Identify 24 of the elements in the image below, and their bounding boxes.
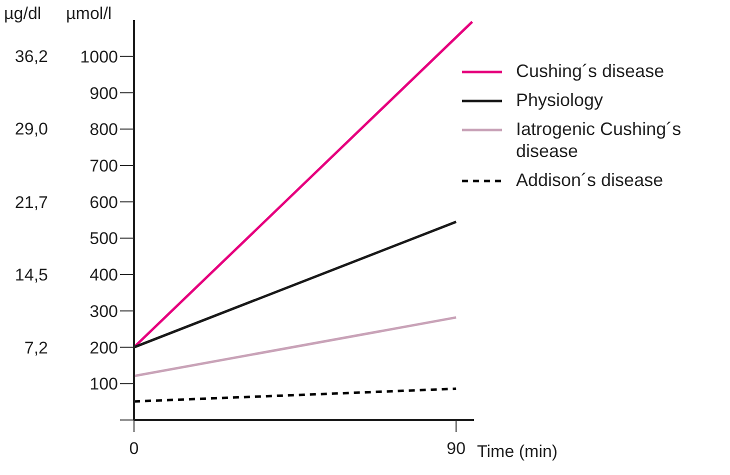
y-axis-title: µmol/l — [66, 4, 112, 24]
legend-label: Iatrogenic Cushing´s disease — [516, 118, 682, 162]
legend-label: Addison´s disease — [516, 169, 664, 191]
legend-label: Physiology — [516, 89, 604, 111]
x-tick-label: 0 — [129, 439, 139, 458]
y-tick-label: 600 — [90, 192, 118, 212]
y2-tick-label: 7,2 — [24, 338, 48, 358]
y-tick-label: 1000 — [80, 47, 118, 66]
y-tick-label: 300 — [90, 302, 118, 321]
y-tick-label: 200 — [90, 338, 118, 358]
y-tick-label: 900 — [90, 84, 118, 103]
y2-tick-label: 14,5 — [14, 265, 48, 284]
y-tick-label: 400 — [90, 266, 118, 285]
y-tick-label: 100 — [90, 374, 118, 394]
y2-axis-title: µg/dl — [4, 4, 42, 24]
y-tick-label: 700 — [90, 156, 118, 176]
legend-label: Cushing´s disease — [516, 60, 664, 82]
y2-tick-label: 36,2 — [14, 47, 48, 66]
y2-tick-label: 21,7 — [14, 192, 48, 212]
x-axis-title: Time (min) — [477, 442, 558, 462]
x-tick-label: 90 — [446, 439, 466, 458]
y-tick-label: 800 — [90, 120, 118, 140]
y-tick-label: 500 — [90, 229, 118, 248]
y2-tick-label: 29,0 — [14, 120, 48, 139]
